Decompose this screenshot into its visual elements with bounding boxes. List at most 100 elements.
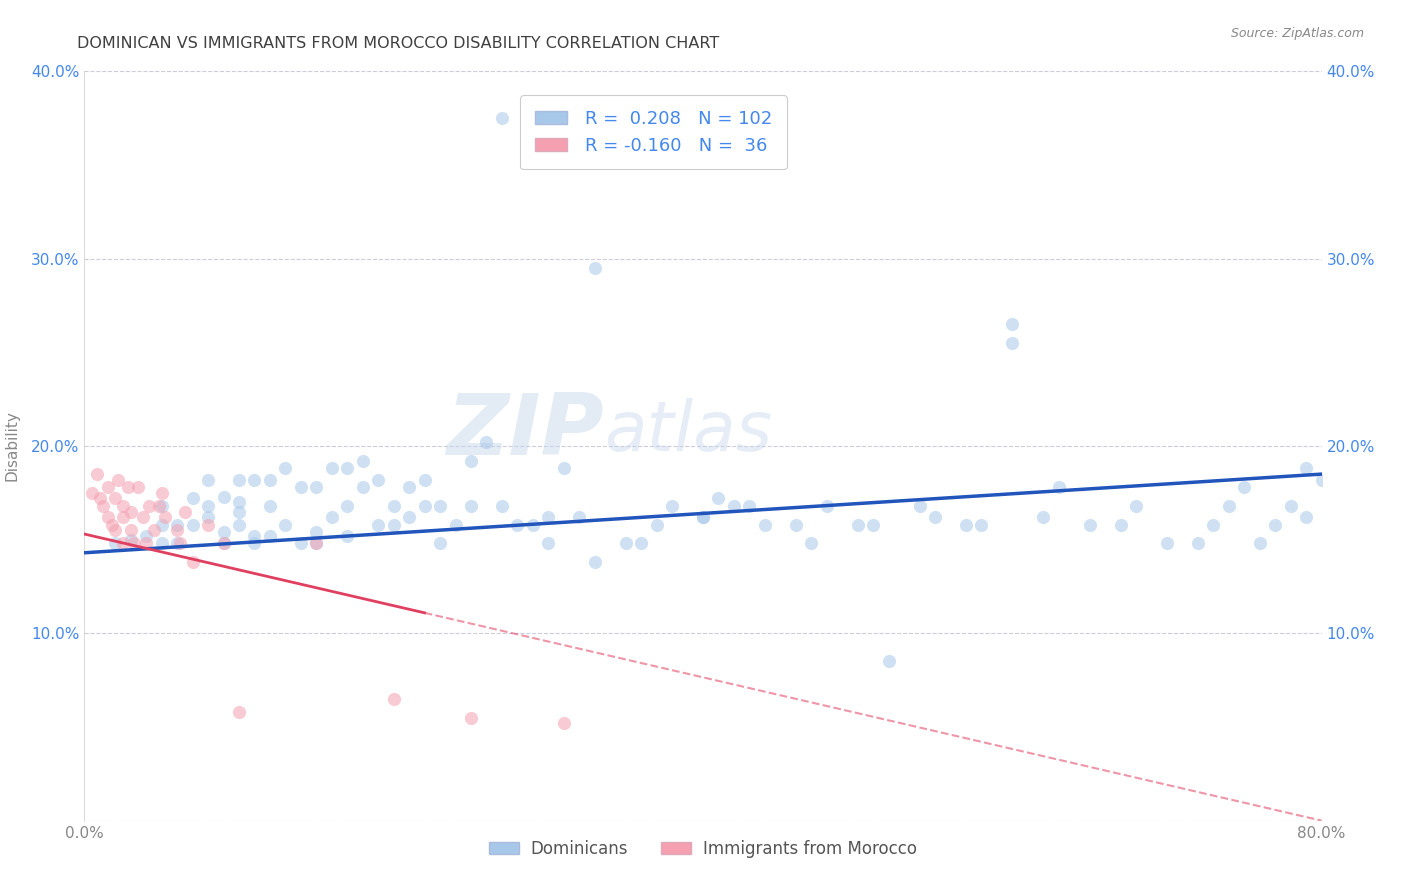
Point — [259, 473, 281, 487]
Point — [692, 510, 714, 524]
Point — [228, 705, 250, 719]
Point — [1047, 480, 1070, 494]
Point — [1078, 517, 1101, 532]
Point — [166, 517, 188, 532]
Point — [862, 517, 884, 532]
Point — [630, 536, 652, 550]
Point — [475, 435, 498, 450]
Point — [135, 536, 157, 550]
Point — [692, 510, 714, 524]
Point — [1295, 510, 1317, 524]
Point — [91, 499, 114, 513]
Point — [112, 536, 135, 550]
Point — [243, 529, 266, 543]
Point — [398, 510, 420, 524]
Point — [259, 499, 281, 513]
Point — [104, 491, 127, 506]
Point — [197, 499, 219, 513]
Point — [754, 517, 776, 532]
Point — [460, 454, 482, 468]
Point — [166, 536, 188, 550]
Point — [212, 490, 235, 504]
Point — [243, 536, 266, 550]
Point — [568, 510, 591, 524]
Point — [181, 491, 204, 506]
Point — [181, 555, 204, 569]
Point — [955, 517, 977, 532]
Point — [460, 710, 482, 724]
Point — [491, 112, 513, 126]
Point — [150, 486, 173, 500]
Point — [228, 473, 250, 487]
Point — [107, 473, 129, 487]
Point — [150, 517, 173, 532]
Point — [460, 499, 482, 513]
Point — [305, 480, 328, 494]
Point — [212, 536, 235, 550]
Point — [382, 692, 405, 706]
Point — [169, 536, 191, 550]
Point — [228, 505, 250, 519]
Point — [117, 480, 139, 494]
Point — [723, 499, 745, 513]
Point — [274, 517, 297, 532]
Point — [150, 536, 173, 550]
Point — [924, 510, 946, 524]
Point — [138, 499, 160, 513]
Y-axis label: Disability: Disability — [4, 410, 20, 482]
Point — [1233, 480, 1256, 494]
Point — [877, 655, 900, 669]
Text: ZIP: ZIP — [446, 390, 605, 473]
Point — [398, 480, 420, 494]
Point — [135, 529, 157, 543]
Point — [120, 524, 142, 538]
Point — [1187, 536, 1209, 550]
Point — [1202, 517, 1225, 532]
Point — [367, 473, 389, 487]
Point — [112, 510, 135, 524]
Point — [197, 517, 219, 532]
Point — [800, 536, 823, 550]
Point — [1295, 461, 1317, 475]
Point — [537, 510, 560, 524]
Point — [153, 510, 176, 524]
Point — [228, 495, 250, 509]
Point — [553, 461, 575, 475]
Point — [174, 505, 197, 519]
Point — [181, 517, 204, 532]
Point — [429, 536, 451, 550]
Point — [1032, 510, 1054, 524]
Point — [908, 499, 931, 513]
Point — [553, 716, 575, 731]
Point — [1310, 473, 1333, 487]
Point — [305, 525, 328, 540]
Point — [815, 499, 838, 513]
Point — [166, 524, 188, 538]
Point — [150, 499, 173, 513]
Point — [101, 517, 124, 532]
Point — [583, 261, 606, 276]
Point — [970, 517, 993, 532]
Text: DOMINICAN VS IMMIGRANTS FROM MOROCCO DISABILITY CORRELATION CHART: DOMINICAN VS IMMIGRANTS FROM MOROCCO DIS… — [77, 36, 720, 51]
Point — [583, 555, 606, 569]
Point — [82, 486, 104, 500]
Point — [1001, 336, 1024, 351]
Point — [352, 480, 374, 494]
Point — [336, 461, 359, 475]
Point — [537, 536, 560, 550]
Point — [352, 454, 374, 468]
Point — [104, 536, 127, 550]
Point — [112, 499, 135, 513]
Point — [120, 533, 142, 547]
Point — [148, 499, 170, 513]
Point — [197, 510, 219, 524]
Point — [1279, 499, 1302, 513]
Point — [143, 524, 166, 538]
Point — [122, 536, 145, 550]
Point — [1001, 318, 1024, 332]
Point — [321, 510, 343, 524]
Legend: Dominicans, Immigrants from Morocco: Dominicans, Immigrants from Morocco — [482, 833, 924, 864]
Point — [444, 517, 467, 532]
Point — [274, 461, 297, 475]
Point — [89, 491, 111, 506]
